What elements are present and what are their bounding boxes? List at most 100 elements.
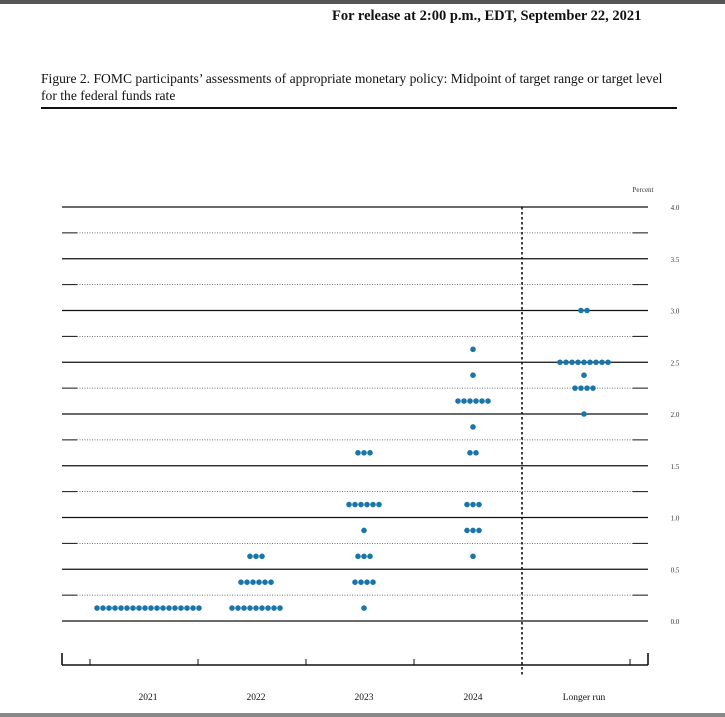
- rate-dot: [464, 501, 470, 508]
- rate-dot: [361, 450, 367, 456]
- rate-dot: [476, 527, 482, 534]
- rate-dot: [358, 579, 364, 585]
- rate-dot: [476, 501, 482, 508]
- rate-dot: [376, 501, 382, 508]
- rate-dot: [563, 359, 569, 366]
- rate-dot: [244, 579, 250, 585]
- rate-dot: [470, 424, 476, 430]
- rate-dot: [485, 398, 491, 404]
- rate-dot: [361, 553, 367, 560]
- rate-dot: [355, 450, 361, 456]
- rate-dot: [241, 605, 247, 611]
- rate-dot: [581, 359, 587, 366]
- rate-dot: [467, 450, 473, 456]
- rate-dot: [352, 501, 358, 508]
- y-tick-label: 0.5: [671, 566, 680, 574]
- rate-dot: [271, 605, 277, 611]
- rate-dot: [455, 398, 461, 404]
- top-border: [0, 0, 725, 4]
- rate-dot: [346, 501, 352, 508]
- rate-dot: [572, 385, 578, 391]
- rate-dot: [256, 579, 262, 585]
- y-tick-label: 3.5: [671, 256, 680, 264]
- rate-dot: [229, 605, 235, 611]
- dot-plot-chart: 0.0 0.5 1.0 1.5 2.0 2.5 3.0 3.5 4.0 Percent 2021 20…: [61, 186, 680, 703]
- rate-dot: [136, 605, 142, 611]
- rate-dot: [470, 501, 476, 508]
- dots-layer: [94, 307, 611, 611]
- rate-dot: [352, 579, 358, 585]
- rate-dot: [470, 372, 476, 378]
- rate-dot: [268, 579, 274, 585]
- rate-dot: [479, 398, 485, 404]
- rate-dot: [581, 372, 587, 378]
- rate-dot: [364, 579, 370, 585]
- axis-frame: [61, 207, 649, 677]
- y-tick-label: 2.0: [671, 411, 680, 419]
- rate-dot: [578, 307, 584, 314]
- y-tick-label: 1.0: [671, 515, 680, 523]
- rate-dot: [118, 605, 124, 611]
- rate-dot: [361, 527, 367, 534]
- rate-dot: [470, 527, 476, 534]
- rate-dot: [367, 450, 373, 456]
- rate-dot: [578, 385, 584, 391]
- rate-dot: [470, 346, 476, 353]
- release-line: For release at 2:00 p.m., EDT, September…: [332, 8, 642, 24]
- rate-dot: [259, 553, 265, 560]
- rate-dot: [358, 501, 364, 508]
- y-tick-label: 2.5: [671, 359, 680, 367]
- rate-dot: [355, 553, 361, 560]
- y-tick-label: 0.0: [671, 618, 680, 626]
- rate-dot: [557, 359, 563, 366]
- caption-rule: [41, 107, 677, 109]
- rate-dot: [569, 359, 575, 366]
- rate-dot: [581, 411, 587, 417]
- rate-dot: [154, 605, 160, 611]
- x-category-label: 2023: [355, 693, 374, 703]
- rate-dot: [584, 307, 590, 314]
- rate-dot: [364, 501, 370, 508]
- rate-dot: [124, 605, 130, 611]
- rate-dot: [253, 605, 259, 611]
- rate-dot: [238, 579, 244, 585]
- rate-dot: [253, 553, 259, 560]
- rate-dot: [190, 605, 196, 611]
- rate-dot: [467, 398, 473, 404]
- rate-dot: [172, 605, 178, 611]
- rate-dot: [470, 553, 476, 560]
- rate-dot: [599, 359, 605, 366]
- rate-dot: [590, 385, 596, 391]
- rate-dot: [605, 359, 611, 366]
- rate-dot: [370, 579, 376, 585]
- rate-dot: [461, 398, 467, 404]
- bottom-border: [0, 713, 725, 717]
- rate-dot: [259, 605, 265, 611]
- rate-dot: [94, 605, 100, 611]
- x-category-label: 2024: [464, 693, 483, 703]
- rate-dot: [250, 579, 256, 585]
- y-tick-label: 1.5: [671, 463, 680, 471]
- rate-dot: [370, 501, 376, 508]
- rate-dot: [464, 527, 470, 534]
- rate-dot: [196, 605, 202, 611]
- rate-dot: [277, 605, 283, 611]
- rate-dot: [367, 553, 373, 560]
- rate-dot: [247, 605, 253, 611]
- rate-dot: [160, 605, 166, 611]
- y-tick-label: 3.0: [671, 308, 680, 316]
- figure-caption: Figure 2. FOMC participants’ assessments…: [41, 71, 663, 103]
- x-category-label: Longer run: [563, 693, 606, 703]
- axis-labels: 0.0 0.5 1.0 1.5 2.0 2.5 3.0 3.5 4.0 Percent 2021 20…: [139, 186, 680, 703]
- grid-lines: [62, 206, 648, 622]
- y-axis-label: Percent: [633, 186, 654, 194]
- y-tick-label: 4.0: [671, 204, 680, 212]
- rate-dot: [142, 605, 148, 611]
- rate-dot: [473, 398, 479, 404]
- rate-dot: [166, 605, 172, 611]
- rate-dot: [473, 450, 479, 456]
- rate-dot: [112, 605, 118, 611]
- x-category-label: 2022: [247, 693, 266, 703]
- rate-dot: [265, 605, 271, 611]
- rate-dot: [262, 579, 268, 585]
